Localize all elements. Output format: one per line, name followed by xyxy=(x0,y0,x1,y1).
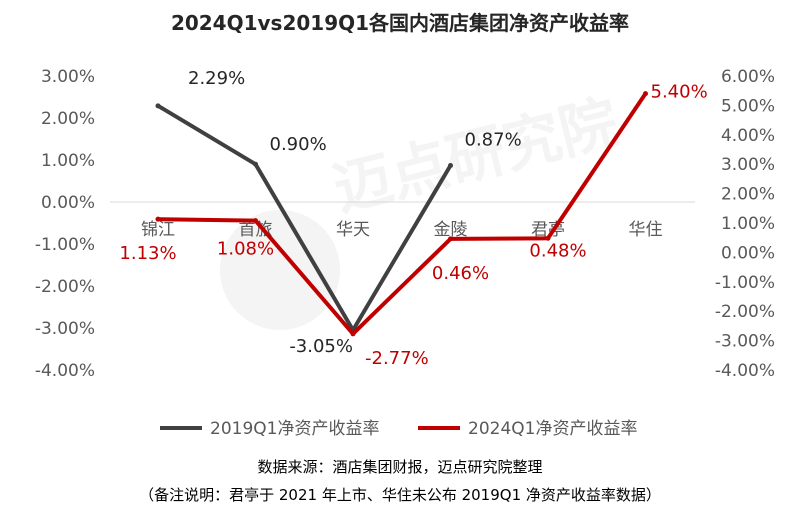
series-1-data-label: 2.29% xyxy=(188,68,245,89)
series-2-data-label: 1.08% xyxy=(217,239,274,260)
series-2-point xyxy=(253,218,258,224)
y-right-tick-label: 4.00% xyxy=(721,126,775,146)
y-left-tick-label: -4.00% xyxy=(35,361,95,381)
x-category-label: 金陵 xyxy=(434,220,468,240)
series-2-point xyxy=(545,235,551,241)
x-category-label: 首旅 xyxy=(239,220,273,240)
series-layer: 2.29% 0.90% -3.05% 0.87% 1.13% 1.08% -2.77% 0.4… xyxy=(119,68,707,369)
series-1-data-label: 0.90% xyxy=(270,134,327,155)
series-1-point xyxy=(253,161,258,167)
y-left-tick-label: 1.00% xyxy=(41,151,95,171)
y-axis-right-ticks: 6.00% 5.00% 4.00% 3.00% 2.00% 1.00% 0.00% -1.00… xyxy=(715,67,775,381)
remark-note: （备注说明：君亭于 2021 年上市、华住未公布 2019Q1 净资产收益率数据… xyxy=(139,486,661,504)
series-2-data-label: -2.77% xyxy=(365,348,429,369)
series-2-data-label: 0.48% xyxy=(529,240,586,261)
chart-title: 2024Q1vs2019Q1各国内酒店集团净资产收益率 xyxy=(171,11,629,35)
series-line-2 xyxy=(156,91,648,336)
series-2-point xyxy=(643,91,648,97)
y-right-tick-label: 2.00% xyxy=(721,185,775,205)
x-category-label: 华天 xyxy=(336,220,370,240)
svg-text:迈点研究院: 迈点研究院 xyxy=(327,87,625,223)
legend-label-1: 2019Q1净资产收益率 xyxy=(210,419,379,439)
y-left-tick-label: -2.00% xyxy=(35,277,95,297)
series-2-data-label: 5.40% xyxy=(651,82,708,103)
legend-label-2: 2024Q1净资产收益率 xyxy=(468,419,637,439)
series-1-data-label: -3.05% xyxy=(289,336,353,357)
y-right-tick-label: -2.00% xyxy=(715,302,775,322)
x-category-label: 锦江 xyxy=(141,220,175,240)
series-2-point xyxy=(448,236,453,242)
y-right-tick-label: 1.00% xyxy=(721,214,775,234)
series-2-point xyxy=(350,331,356,337)
series-1-point xyxy=(155,103,161,109)
y-left-tick-label: 3.00% xyxy=(41,67,95,87)
y-left-tick-label: -3.00% xyxy=(35,319,95,339)
series-2-data-label: 1.13% xyxy=(119,243,176,264)
source-note: 数据来源：酒店集团财报，迈点研究院整理 xyxy=(257,458,542,476)
series-2-data-label: 0.46% xyxy=(432,263,489,284)
y-left-tick-label: -1.00% xyxy=(35,235,95,255)
x-axis-categories: 锦江 首旅 华天 金陵 君亭 华住 xyxy=(141,220,663,240)
legend: 2019Q1净资产收益率 2024Q1净资产收益率 xyxy=(160,419,637,439)
y-left-tick-label: 0.00% xyxy=(41,193,95,213)
series-1-data-label: 0.87% xyxy=(465,129,522,150)
y-right-tick-label: 6.00% xyxy=(721,67,775,87)
y-right-tick-label: 5.00% xyxy=(721,96,775,116)
y-right-tick-label: 0.00% xyxy=(721,243,775,263)
series-2-point xyxy=(155,216,161,222)
x-category-label: 华住 xyxy=(629,220,663,240)
y-right-tick-label: -3.00% xyxy=(715,332,775,352)
y-right-tick-label: 3.00% xyxy=(721,155,775,175)
y-right-tick-label: -1.00% xyxy=(715,273,775,293)
series-1-point xyxy=(448,162,453,168)
series-line-1 xyxy=(156,103,453,333)
y-left-tick-label: 2.00% xyxy=(41,109,95,129)
y-right-tick-label: -4.00% xyxy=(715,361,775,381)
y-axis-left-ticks: 3.00% 2.00% 1.00% 0.00% -1.00% -2.00% -3.00% -4… xyxy=(35,67,95,381)
